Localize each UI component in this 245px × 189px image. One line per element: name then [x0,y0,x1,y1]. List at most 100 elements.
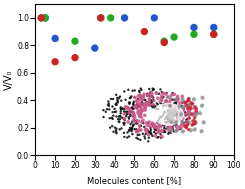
Point [132,113,135,116]
Point [141,103,145,106]
Point [160,94,164,97]
Point [116,118,120,121]
Point [187,116,191,119]
Point [101,109,105,112]
Point [125,106,129,109]
Point [168,113,172,116]
Point [177,125,181,128]
Point [156,97,160,100]
Point [137,125,141,128]
Point [129,108,133,112]
Point [133,96,137,99]
Point [133,114,136,117]
Point [159,133,162,136]
Point [171,128,175,131]
Point [136,119,140,122]
Point [136,97,140,100]
Point [162,102,166,105]
Point [135,130,139,133]
Point [169,112,172,115]
Point [137,113,141,116]
Point [130,127,134,130]
Point [160,97,164,100]
Point [122,117,126,120]
Point [169,129,173,132]
Point [195,109,198,112]
Point [148,126,152,129]
Point [127,129,131,132]
Point [187,99,191,102]
Point [191,122,195,125]
Point [187,97,191,100]
Point [121,116,124,119]
Point [132,100,136,103]
Point [114,129,118,132]
Point [124,115,128,118]
Point [174,125,178,128]
Point [137,133,141,136]
Point [184,120,188,123]
Point [118,128,122,131]
Point [139,108,143,111]
Point [187,97,191,100]
Point [166,132,170,135]
Point [138,125,142,128]
Point [165,91,169,94]
Point [146,103,150,106]
Point [119,115,122,118]
Point [157,136,160,139]
Point [145,124,149,127]
Point [192,112,196,115]
Point [172,110,176,113]
Point [132,104,136,107]
Point [127,135,131,138]
Point [172,109,176,112]
Point [167,117,171,120]
Point [131,115,135,118]
Point [184,113,187,116]
Point [157,92,161,95]
Point [144,132,148,136]
Point [139,104,143,107]
Point [184,118,188,121]
Point [152,127,156,130]
Point [145,92,149,95]
Point [131,125,135,128]
Point [131,103,135,106]
Point [151,88,155,91]
Point [125,113,129,116]
Point [154,126,158,129]
Point [146,102,150,105]
Point [133,119,136,122]
Point [143,104,147,107]
Point [169,113,173,116]
Point [185,113,189,116]
Point [173,121,177,124]
Point [192,26,196,29]
Point [135,99,139,102]
Point [180,95,184,98]
Point [158,122,162,125]
Point [139,88,143,91]
Point [180,104,184,107]
Point [118,115,122,118]
Point [174,129,178,132]
Point [158,123,162,126]
Point [111,130,115,133]
Point [173,109,177,112]
Point [125,106,129,109]
Point [185,100,189,103]
Point [171,113,175,116]
Point [128,113,132,116]
Point [130,121,134,124]
Point [144,128,148,131]
Point [137,128,141,131]
Point [140,101,144,104]
Point [115,127,119,130]
Point [117,120,121,123]
Point [122,112,126,115]
Point [141,102,145,105]
Point [139,128,143,131]
Point [122,110,126,113]
Point [182,100,185,103]
